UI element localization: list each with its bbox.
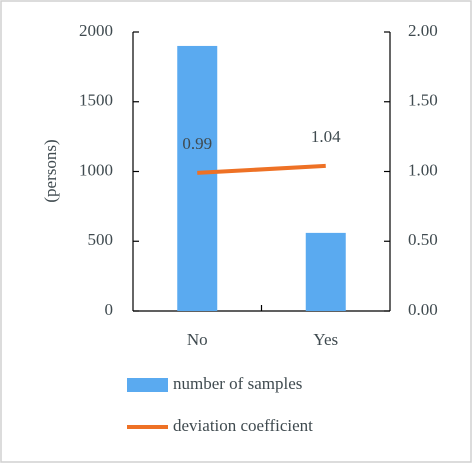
- y2-tick-label: 2.00: [408, 21, 438, 40]
- y-tick-label: 1000: [79, 160, 113, 179]
- x-tick-label: Yes: [313, 330, 338, 349]
- legend-label: number of samples: [173, 374, 302, 393]
- y2-tick-label: 1.00: [408, 160, 438, 179]
- legend-swatch: [127, 378, 168, 392]
- data-label: 1.04: [311, 127, 341, 146]
- y-tick-label: 500: [88, 230, 114, 249]
- legend-label: deviation coefficient: [173, 416, 313, 435]
- bar: [305, 232, 346, 311]
- y-tick-label: 0: [105, 300, 114, 319]
- x-tick-label: No: [187, 330, 208, 349]
- y-tick-label: 1500: [79, 91, 113, 110]
- y2-tick-label: 0.00: [408, 300, 438, 319]
- y2-tick-label: 0.50: [408, 230, 438, 249]
- line: [197, 163, 326, 175]
- bar: [177, 45, 218, 311]
- y-axis-title: (persons): [41, 139, 60, 202]
- y-tick-label: 2000: [79, 21, 113, 40]
- y2-tick-label: 1.50: [408, 91, 438, 110]
- data-label: 0.99: [182, 134, 212, 153]
